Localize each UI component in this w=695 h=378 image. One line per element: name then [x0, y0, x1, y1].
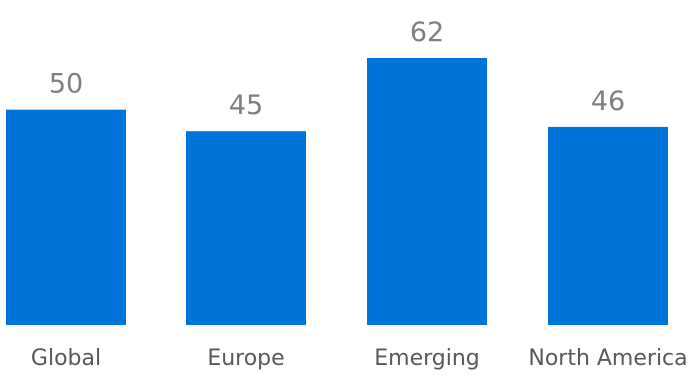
- category-label: North America: [528, 346, 687, 371]
- data-label: 62: [410, 17, 444, 48]
- bar-north-america: [548, 126, 668, 325]
- data-label: 45: [229, 90, 263, 121]
- category-label: Global: [31, 346, 101, 371]
- bar-global: [6, 109, 126, 325]
- category-label: Europe: [207, 346, 284, 371]
- data-label: 50: [49, 69, 83, 100]
- category-label: Emerging: [374, 346, 480, 371]
- data-label: 46: [591, 86, 625, 117]
- bar-emerging: [367, 58, 487, 325]
- bar-europe: [186, 131, 306, 325]
